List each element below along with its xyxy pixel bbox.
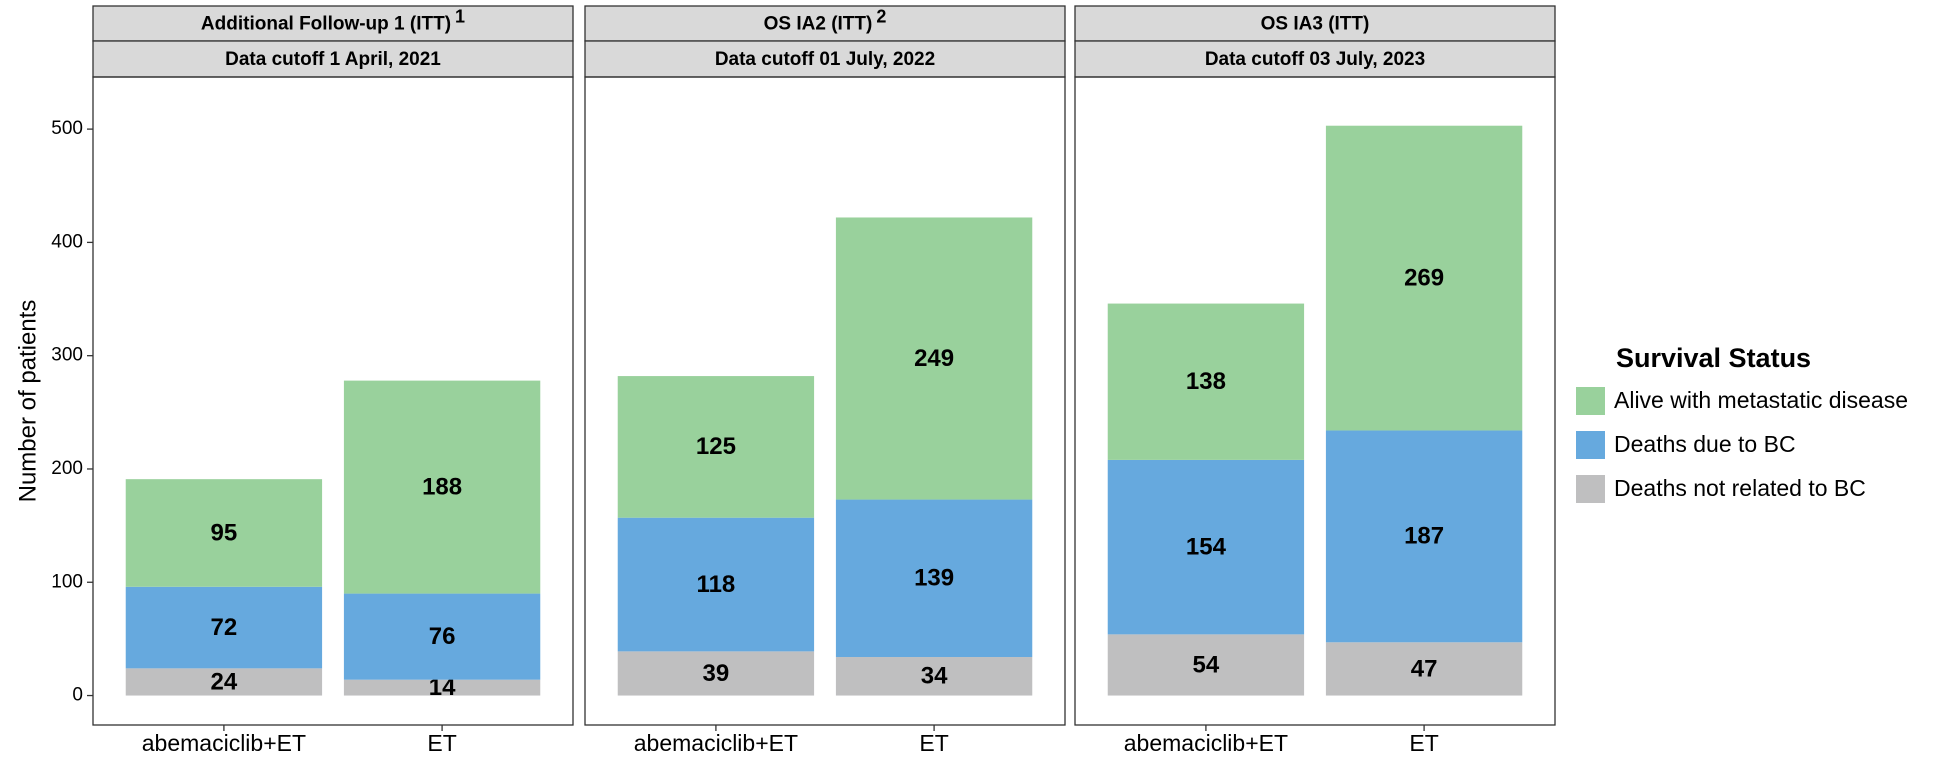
panel-frame bbox=[584, 76, 1066, 726]
panel-frame bbox=[92, 76, 574, 726]
data-label: 118 bbox=[697, 571, 736, 598]
bar-segment bbox=[617, 376, 815, 518]
data-label: 154 bbox=[1186, 533, 1227, 560]
panel-title-note: 2 bbox=[876, 6, 886, 26]
data-label: 39 bbox=[703, 660, 730, 687]
strip bbox=[584, 5, 1066, 42]
y-tick-label: 400 bbox=[51, 231, 83, 252]
panel-subtitle: Data cutoff 1 April, 2021 bbox=[225, 49, 441, 70]
data-label: 54 bbox=[1193, 651, 1220, 678]
panel-title-text: Additional Follow-up 1 (ITT) bbox=[201, 14, 451, 35]
legend-swatch bbox=[1576, 431, 1605, 459]
bar-segment bbox=[1107, 303, 1305, 460]
x-tick-label: abemaciclib+ET bbox=[1124, 730, 1288, 756]
data-label: 187 bbox=[1404, 523, 1444, 550]
panel-title-text: OS IA3 (ITT) bbox=[1261, 14, 1370, 35]
panel-title-note: 1 bbox=[455, 6, 465, 26]
bar-segment bbox=[125, 586, 323, 669]
y-axis-label: Number of patients bbox=[14, 300, 41, 503]
bar-segment bbox=[343, 679, 541, 696]
legend-swatch bbox=[1576, 387, 1605, 415]
strip bbox=[92, 40, 574, 78]
strip bbox=[92, 5, 574, 42]
x-tick-label: ET bbox=[427, 730, 456, 756]
data-label: 138 bbox=[1186, 368, 1226, 395]
y-tick-label: 200 bbox=[51, 458, 83, 479]
y-tick-label: 0 bbox=[72, 685, 83, 706]
strip bbox=[1074, 40, 1556, 78]
x-tick-label: ET bbox=[1409, 730, 1438, 756]
y-tick-label: 500 bbox=[51, 118, 83, 139]
x-tick-label: abemaciclib+ET bbox=[142, 730, 306, 756]
data-label: 249 bbox=[914, 345, 954, 372]
legend-label: Alive with metastatic disease bbox=[1614, 387, 1908, 413]
legend-label: Deaths not related to BC bbox=[1614, 475, 1866, 501]
x-tick-label: abemaciclib+ET bbox=[634, 730, 798, 756]
x-tick-label: ET bbox=[919, 730, 948, 756]
y-tick-label: 300 bbox=[51, 345, 83, 366]
bar-segment bbox=[835, 657, 1033, 696]
strip bbox=[1074, 5, 1556, 42]
bar-segment bbox=[1107, 634, 1305, 696]
data-label: 139 bbox=[914, 565, 954, 592]
data-label: 76 bbox=[429, 623, 456, 650]
bar-segment bbox=[125, 668, 323, 696]
legend-label: Deaths due to BC bbox=[1614, 431, 1796, 457]
data-label: 24 bbox=[211, 668, 238, 695]
data-label: 269 bbox=[1404, 264, 1444, 291]
bar-segment bbox=[343, 593, 541, 680]
y-tick-label: 100 bbox=[51, 571, 83, 592]
data-label: 34 bbox=[921, 663, 948, 690]
panel-subtitle: Data cutoff 03 July, 2023 bbox=[1205, 49, 1425, 70]
panel-title: OS IA3 (ITT) bbox=[1261, 14, 1370, 35]
panel-title-text: OS IA2 (ITT) bbox=[764, 14, 873, 35]
bar-segment bbox=[1325, 125, 1523, 431]
panel-frame bbox=[1074, 76, 1556, 726]
bar-segment bbox=[617, 651, 815, 696]
strip bbox=[584, 40, 1066, 78]
panel-title: OS IA2 (ITT) 2 bbox=[764, 6, 887, 34]
bar-segment bbox=[1325, 642, 1523, 696]
panel-title: Additional Follow-up 1 (ITT) 1 bbox=[201, 6, 465, 34]
bar-segment bbox=[835, 217, 1033, 500]
bar-segment bbox=[343, 380, 541, 594]
bar-segment bbox=[125, 479, 323, 587]
legend-swatch bbox=[1576, 475, 1605, 503]
data-label: 125 bbox=[696, 433, 736, 460]
bar-segment bbox=[617, 517, 815, 652]
bar-segment bbox=[835, 499, 1033, 658]
data-label: 47 bbox=[1411, 655, 1438, 682]
legend-title: Survival Status bbox=[1616, 343, 1811, 373]
data-label: 72 bbox=[211, 614, 238, 641]
data-label: 95 bbox=[211, 519, 238, 546]
bar-segment bbox=[1107, 459, 1305, 635]
bar-segment bbox=[1325, 430, 1523, 643]
data-label: 188 bbox=[422, 473, 462, 500]
panel-subtitle: Data cutoff 01 July, 2022 bbox=[715, 49, 935, 70]
